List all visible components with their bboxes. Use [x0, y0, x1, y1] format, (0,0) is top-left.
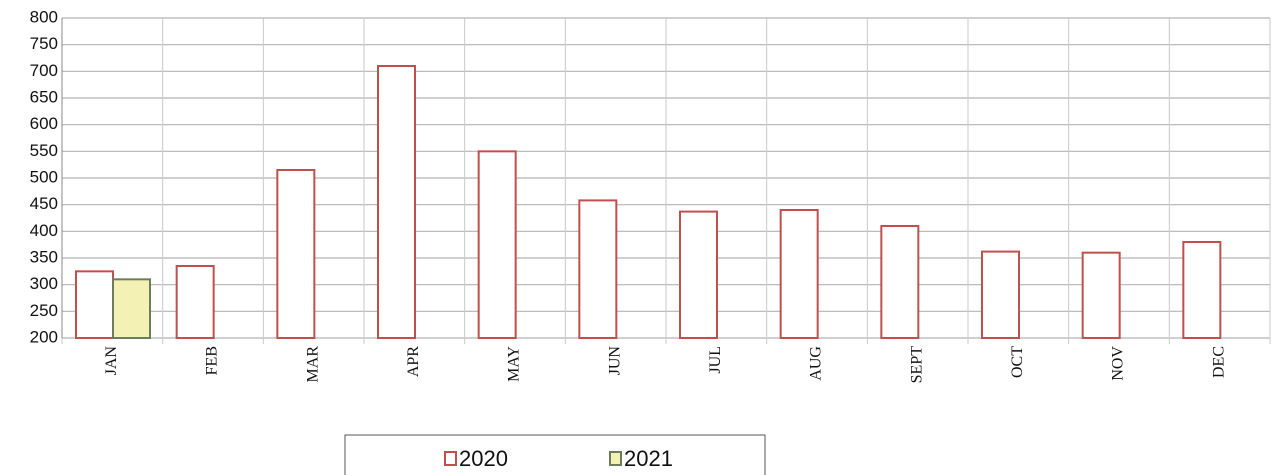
legend-box [344, 434, 766, 475]
bar [377, 65, 416, 339]
bar [981, 250, 1020, 340]
x-tick-label: NOV [1110, 346, 1127, 381]
x-tick-label: MAR [304, 346, 321, 383]
y-tick-label: 750 [30, 34, 58, 53]
y-tick-label: 300 [30, 274, 58, 293]
bar [1182, 241, 1222, 339]
legend-swatch [609, 451, 622, 466]
y-tick-label: 550 [30, 141, 58, 160]
bar [779, 209, 819, 339]
legend-label: 2021 [624, 446, 673, 471]
bar [276, 169, 316, 339]
y-tick-label: 700 [30, 61, 58, 80]
bar [1081, 251, 1121, 340]
legend-label: 2020 [459, 446, 508, 471]
bar [477, 150, 517, 339]
x-tick-label: SEPT [908, 346, 925, 384]
x-tick-label: DEC [1210, 346, 1227, 378]
x-tick-label: JUN [606, 346, 623, 376]
y-tick-label: 200 [30, 327, 58, 346]
legend-swatch [444, 451, 457, 466]
bar [679, 210, 718, 340]
y-tick-label: 250 [30, 301, 58, 320]
bar [75, 270, 114, 340]
x-tick-label: FEB [204, 346, 221, 375]
y-tick-label: 500 [30, 167, 58, 186]
x-tick-label: JUL [707, 346, 724, 374]
bar [175, 265, 215, 339]
bar [112, 278, 151, 340]
y-tick-label: 600 [30, 114, 58, 133]
x-tick-label: JAN [103, 346, 120, 376]
y-tick-label: 450 [30, 194, 58, 213]
y-tick-label: 800 [30, 7, 58, 26]
y-tick-label: 650 [30, 87, 58, 106]
x-tick-label: OCT [1009, 346, 1026, 378]
y-tick-label: 350 [30, 247, 58, 266]
x-tick-label: APR [405, 346, 422, 377]
x-tick-label: MAY [506, 346, 523, 382]
bar [880, 225, 920, 339]
x-tick-label: AUG [808, 346, 825, 381]
bar [578, 199, 618, 339]
y-tick-label: 400 [30, 221, 58, 240]
